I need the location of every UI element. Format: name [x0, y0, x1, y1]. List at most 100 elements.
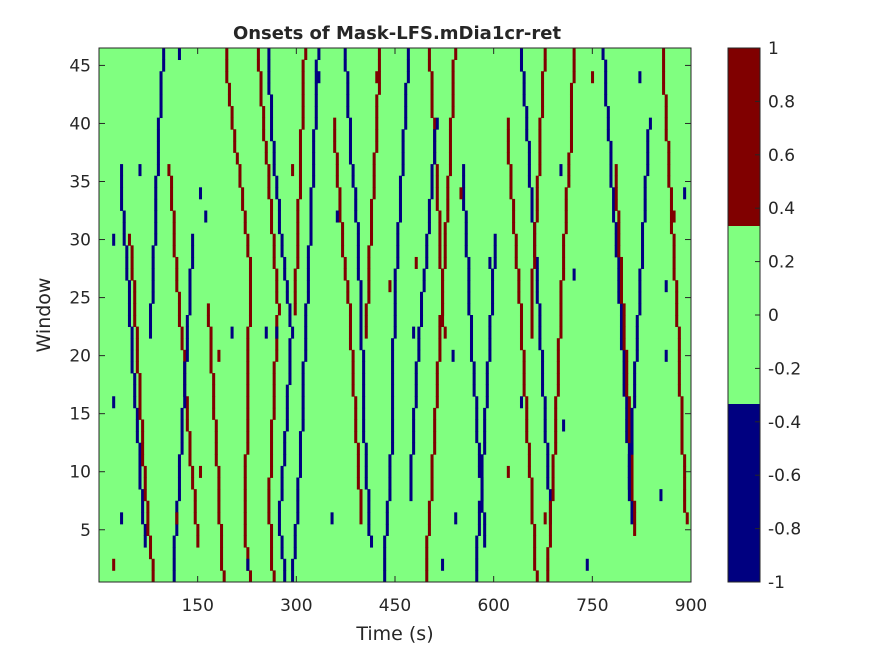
heatmap-cell — [530, 268, 534, 281]
heatmap-cell — [180, 431, 184, 444]
heatmap-cell — [351, 384, 355, 397]
heatmap-cell — [469, 326, 474, 339]
heatmap-cell — [467, 303, 471, 316]
heatmap-cell — [519, 396, 524, 409]
heatmap-cell — [362, 384, 366, 397]
heatmap-cell — [256, 48, 260, 61]
heatmap-cell — [270, 419, 274, 432]
heatmap-cell — [627, 442, 631, 455]
heatmap-cell — [506, 140, 510, 153]
colorbar-tick-label: 0.6 — [768, 146, 795, 166]
heatmap-cell — [664, 106, 668, 119]
heatmap-cell — [275, 338, 279, 351]
heatmap-cell — [346, 82, 350, 95]
heatmap-cell — [422, 268, 426, 281]
heatmap-cell — [643, 187, 647, 200]
heatmap-cell — [630, 500, 634, 513]
heatmap-cell — [435, 187, 439, 200]
heatmap-cell — [543, 396, 547, 409]
heatmap-cell — [441, 280, 445, 293]
heatmap-cell — [538, 338, 542, 351]
heatmap-cell — [475, 547, 479, 560]
heatmap-cell — [130, 326, 134, 339]
heatmap-cell — [672, 233, 676, 246]
heatmap-cell — [564, 210, 568, 223]
heatmap-cell — [627, 454, 631, 467]
heatmap-cell — [519, 48, 524, 61]
heatmap-cell — [622, 373, 626, 386]
heatmap-cell — [138, 442, 142, 455]
heatmap-cell — [680, 407, 684, 420]
heatmap-cell — [443, 233, 447, 246]
heatmap-cell — [427, 512, 431, 525]
heatmap-cell — [191, 245, 195, 258]
heatmap-cell — [246, 547, 250, 560]
heatmap-cell — [530, 280, 534, 293]
heatmap-cell — [120, 198, 124, 211]
heatmap-cell — [314, 82, 318, 95]
heatmap-cell — [143, 489, 147, 502]
heatmap-cell — [196, 535, 200, 548]
heatmap-cell — [475, 396, 479, 409]
heatmap-cell — [622, 349, 626, 362]
heatmap-cell — [364, 303, 368, 316]
heatmap-cell — [669, 222, 673, 235]
heatmap-cell — [430, 164, 434, 177]
heatmap-cell — [433, 140, 437, 153]
heatmap-cell — [509, 187, 513, 200]
heatmap-cell — [493, 245, 497, 258]
heatmap-cell — [617, 280, 621, 293]
heatmap-cell — [367, 512, 371, 525]
heatmap-cell — [630, 454, 634, 467]
heatmap-cell — [633, 384, 637, 397]
heatmap-cell — [430, 71, 434, 84]
heatmap-cell — [185, 326, 189, 339]
heatmap-cell — [356, 477, 360, 490]
heatmap-cell — [280, 547, 284, 560]
heatmap-cell — [627, 489, 631, 502]
heatmap-cell — [391, 431, 395, 444]
heatmap-cell — [298, 152, 302, 165]
heatmap-cell — [246, 373, 250, 386]
heatmap-cell — [614, 164, 618, 177]
heatmap-cell — [238, 164, 242, 177]
heatmap-cell — [177, 465, 181, 478]
heatmap-cell — [293, 268, 297, 281]
heatmap-cell — [288, 315, 292, 328]
heatmap-cell — [120, 187, 124, 200]
heatmap-cell — [151, 280, 155, 293]
heatmap-cell — [480, 465, 484, 478]
heatmap-cell — [298, 465, 302, 478]
heatmap-cell — [388, 454, 392, 467]
heatmap-cell — [627, 477, 631, 490]
heatmap-cell — [617, 291, 621, 304]
heatmap-cell — [427, 210, 431, 223]
heatmap-cell — [267, 477, 271, 490]
heatmap-cell — [301, 106, 305, 119]
heatmap-cell — [225, 48, 229, 61]
heatmap-cell — [154, 198, 158, 211]
heatmap-cell — [522, 361, 526, 374]
heatmap-cell — [488, 256, 492, 269]
heatmap-cell — [441, 291, 445, 304]
heatmap-cell — [448, 152, 452, 165]
heatmap-cell — [298, 129, 302, 142]
heatmap-cell — [425, 256, 429, 269]
heatmap-cell — [664, 349, 668, 362]
y-axis-label: Window — [33, 278, 55, 353]
heatmap-cell — [535, 175, 539, 188]
heatmap-cell — [433, 117, 437, 130]
heatmap-cell — [420, 291, 424, 304]
heatmap-cell — [443, 245, 447, 258]
heatmap-cell — [306, 291, 310, 304]
heatmap-cell — [122, 233, 126, 246]
heatmap-cell — [267, 59, 271, 72]
heatmap-cell — [243, 489, 247, 502]
heatmap-cell — [283, 442, 287, 455]
heatmap-cell — [480, 489, 484, 502]
heatmap-cell — [272, 245, 276, 258]
heatmap-cell — [314, 94, 318, 107]
heatmap-cell — [393, 303, 397, 316]
chart-title: Onsets of Mask-LFS.mDia1cr-ret — [233, 23, 562, 44]
